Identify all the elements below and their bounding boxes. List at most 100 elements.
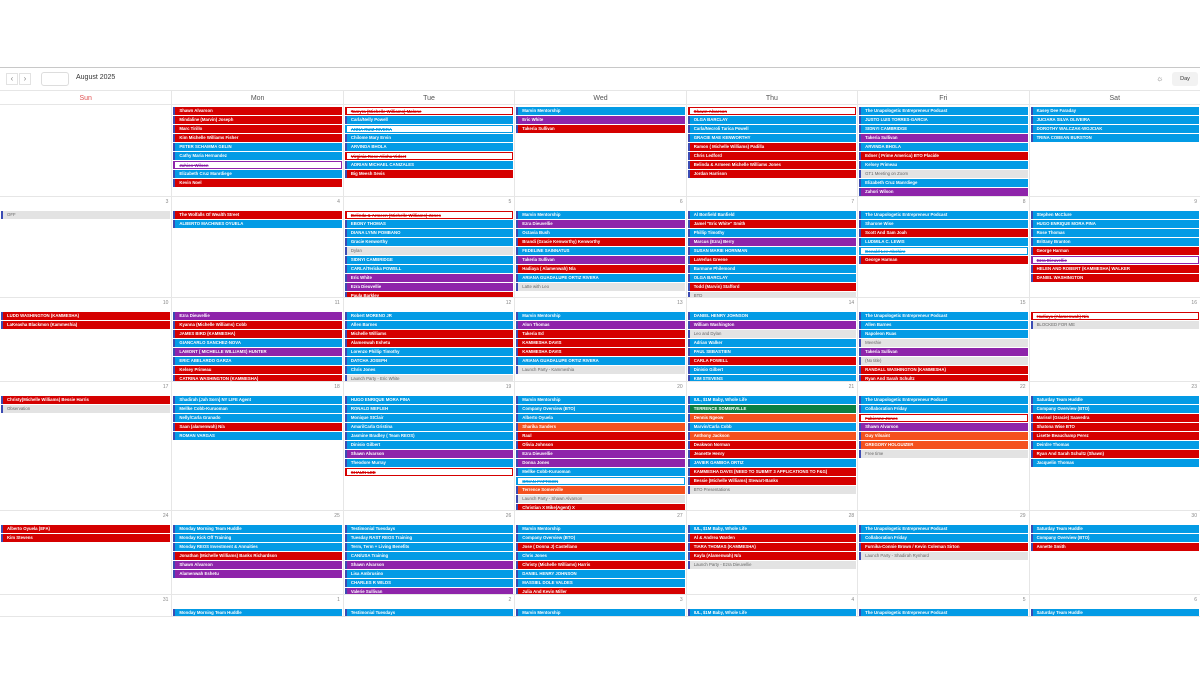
calendar-event[interactable]: Shatona Wise BTO: [1030, 423, 1199, 431]
day-number[interactable]: 6: [679, 199, 683, 205]
day-cell[interactable]: 23 Saturday Team Huddle Company Overview (…: [1028, 382, 1200, 511]
calendar-event[interactable]: ADRIAN MICHAEL CANIZALES: [344, 161, 514, 169]
calendar-event[interactable]: Chris Jones: [516, 552, 685, 560]
calendar-event[interactable]: Jeanette Henry: [687, 450, 857, 458]
calendar-event[interactable]: Mindaline (Marvin) Joseph: [173, 116, 342, 124]
calendar-event[interactable]: FEDELINE SAINNATUS: [516, 247, 685, 255]
calendar-event[interactable]: BTD: [687, 292, 857, 297]
calendar-event[interactable]: Mellke Cobb-Kuruoman: [516, 468, 685, 476]
day-number[interactable]: 31: [162, 597, 169, 603]
calendar-event[interactable]: Eric White: [516, 116, 685, 124]
day-cell[interactable]: 11 Ezra Dieuvellie Kyanna (Michelle Willia…: [171, 298, 343, 382]
calendar-event[interactable]: Ramon ( Michelle Williams) Padilla: [687, 143, 857, 151]
calendar-event[interactable]: Napoleon Ruas: [859, 330, 1028, 338]
day-number[interactable]: 3: [165, 199, 169, 205]
day-cell[interactable]: Kasey Dee Faraday JUCIARA SILVA OLIVEIRA D…: [1028, 105, 1200, 197]
calendar-event[interactable]: CARLA/Tericka POWELL: [344, 265, 514, 273]
calendar-event[interactable]: Kelsey Primeau: [173, 366, 342, 374]
calendar-event[interactable]: Saturday Team Huddle: [1030, 609, 1199, 616]
calendar-event[interactable]: RANDALL WASHINGTON (KAMMESHA): [859, 366, 1028, 374]
calendar-event[interactable]: TRINA COBEAN BURSTON: [1030, 134, 1199, 142]
calendar-event[interactable]: Christy (Michelle Williams) Harris: [516, 561, 685, 569]
calendar-event[interactable]: PETER SCHAMMA GELIN: [173, 143, 342, 151]
day-cell[interactable]: 7 Al Bonfield Banfield Jamel "Eric White" …: [685, 197, 858, 298]
calendar-event[interactable]: Shawn Alvarson: [344, 561, 514, 569]
calendar-event[interactable]: Jamel "Eric White" Smith: [687, 220, 857, 228]
today-button[interactable]: [41, 72, 69, 86]
day-cell[interactable]: 17 Christy(Michelle Williams) Bessie Harr…: [0, 382, 172, 511]
calendar-event[interactable]: ARIANA GUADALUPE ORTIZ RIVERA: [516, 357, 685, 365]
day-cell[interactable]: 8 The Unapologetic Entrepreneur Podcast Sh…: [857, 197, 1029, 298]
day-number[interactable]: 1: [337, 597, 340, 603]
calendar-event[interactable]: ALBERTO MACHINES OYUELA: [173, 220, 342, 228]
calendar-event[interactable]: GREGORY HOLGUIZER: [859, 441, 1028, 449]
calendar-event[interactable]: Raul: [516, 432, 685, 440]
calendar-event[interactable]: IUL, $1M Baby, Whole Life: [687, 609, 857, 616]
calendar-event[interactable]: Marvin Mentorship: [516, 211, 685, 219]
day-cell[interactable]: [0, 105, 172, 197]
calendar-event[interactable]: ARIANA GUADALUPE ORTIZ RIVERA: [516, 274, 685, 282]
calendar-event[interactable]: Mellke Cobb-Kuruoman: [173, 405, 342, 413]
day-cell[interactable]: 5 Belinda & Armeen (Michelle Williams) Jo…: [342, 197, 515, 298]
day-number[interactable]: 10: [162, 300, 169, 306]
calendar-event[interactable]: PAUL SEBASTIEN: [687, 348, 857, 356]
calendar-event[interactable]: DOROTHY WALCZAK-WOJCIAK: [1030, 125, 1199, 133]
calendar-event[interactable]: CAN/USA Training: [344, 552, 514, 560]
calendar-event[interactable]: Kayla (Alamenwah) N/a: [687, 552, 857, 560]
day-cell[interactable]: 26 Testimonial Tuesdays Tuesday RAST REOS …: [342, 511, 515, 595]
calendar-event[interactable]: SIDNYI CAMBRIDGE: [344, 256, 514, 264]
calendar-event[interactable]: CARLA POWELL: [687, 357, 857, 365]
day-number[interactable]: 21: [848, 384, 855, 390]
calendar-event[interactable]: Carla/Necroli Tarica Powell: [687, 125, 857, 133]
day-cell[interactable]: 21 IUL, $1M Baby, Whole Life TERRENCE SOME…: [685, 382, 858, 511]
calendar-event[interactable]: DIANA LYNN POMBANO: [344, 229, 514, 237]
calendar-event[interactable]: LaVerlus Greene: [687, 256, 857, 264]
calendar-event[interactable]: TIARA THOMAS (KAMMESHA): [687, 543, 857, 551]
day-number[interactable]: 29: [1020, 513, 1026, 519]
calendar-event[interactable]: The Unapologetic Entrepreneur Podcast: [859, 312, 1028, 320]
calendar-event[interactable]: Jasmine Bradley ( Team REOS): [344, 432, 514, 440]
calendar-event[interactable]: Olivia Johnson: [516, 441, 685, 449]
day-cell[interactable]: Marvin Mentorship Eric White Takeria Sulli…: [514, 105, 686, 197]
calendar-event[interactable]: Lisette Beauchamp Perez: [1030, 432, 1199, 440]
calendar-event[interactable]: Saan (alamenwah) N/a: [173, 423, 342, 431]
calendar-event[interactable]: RONALD MEFLEH: [344, 405, 514, 413]
calendar-event[interactable]: Dennis Ngeow: [687, 414, 857, 422]
day-number[interactable]: 2: [508, 597, 512, 603]
day-number[interactable]: 18: [334, 384, 340, 390]
calendar-event[interactable]: Allen Barnes: [344, 321, 514, 329]
calendar-event[interactable]: BLOCKED FOR ME: [1030, 321, 1199, 329]
calendar-event[interactable]: Annette Smith: [1030, 543, 1199, 551]
day-cell[interactable]: 4 IUL, $1M Baby, Whole Life: [685, 595, 858, 617]
calendar-event[interactable]: Shawn Alvarson: [173, 107, 342, 115]
calendar-event[interactable]: Jacquelin Thomas: [1030, 459, 1199, 467]
day-number[interactable]: 4: [851, 597, 855, 603]
calendar-event[interactable]: Testimonial Tuesdays: [344, 609, 514, 616]
day-number[interactable]: 26: [505, 513, 512, 519]
calendar-event[interactable]: Ezra Dieuvellie: [516, 450, 685, 458]
calendar-event[interactable]: Testimonial Tuesdays: [344, 525, 514, 533]
day-number[interactable]: 6: [1194, 597, 1197, 603]
view-selector-button[interactable]: Day: [1172, 72, 1198, 86]
calendar-event[interactable]: BTO Presentations: [687, 486, 857, 494]
day-number[interactable]: 12: [505, 300, 512, 306]
day-cell[interactable]: 1 Monday Morning Team Huddle: [171, 595, 343, 617]
day-number[interactable]: 28: [848, 513, 855, 519]
calendar-event[interactable]: DATCHA JOSEPH: [344, 357, 514, 365]
calendar-event[interactable]: TERRENCE SOMERVILLE: [687, 405, 857, 413]
calendar-event[interactable]: Monday Kick Off Training: [173, 534, 342, 542]
day-cell[interactable]: 14 DANIEL HENRY JOHNSON William Washington…: [685, 298, 858, 382]
calendar-event[interactable]: Kyanna (Michelle Williams) Cobb: [173, 321, 342, 329]
calendar-event[interactable]: SHAUN LEE: [344, 468, 514, 476]
calendar-event[interactable]: DANIEL WASHINGTON: [1030, 274, 1199, 282]
calendar-event[interactable]: CHARLES R WILDS: [344, 579, 514, 587]
day-cell[interactable]: 27 Marvin Mentorship Company Overview (BTO…: [514, 511, 686, 595]
day-cell[interactable]: 9 Stephen McClure HUGO ENRIQUE MORA PINA Ro…: [1028, 197, 1200, 298]
calendar-event[interactable]: Gracie Kenworthy: [344, 238, 514, 246]
calendar-event[interactable]: Hadiaya (Alamenwah) N/a: [1030, 312, 1199, 320]
calendar-event[interactable]: Takeria Sullivan: [859, 348, 1028, 356]
calendar-event[interactable]: Marc Tirillo: [173, 125, 342, 133]
day-cell[interactable]: 15 The Unapologetic Entrepreneur Podcast A…: [857, 298, 1029, 382]
calendar-event[interactable]: Donald Lee Abshire: [859, 247, 1028, 255]
calendar-event[interactable]: Donna Jones: [516, 459, 685, 467]
